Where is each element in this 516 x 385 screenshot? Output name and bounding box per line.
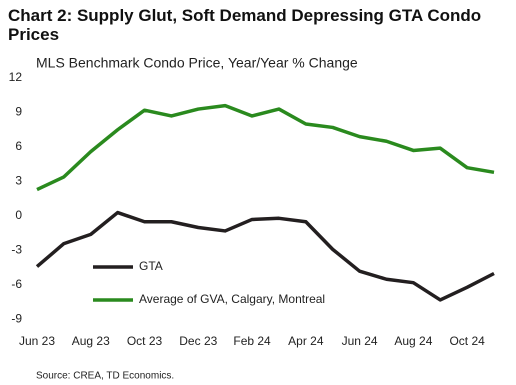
- x-tick-label: Aug 24: [394, 334, 432, 348]
- x-tick-label: Dec 23: [179, 334, 217, 348]
- x-tick-label: Oct 24: [449, 334, 485, 348]
- legend-label: Average of GVA, Calgary, Montreal: [139, 292, 325, 306]
- x-tick-label: Jun 23: [19, 334, 55, 348]
- chart-title: Chart 2: Supply Glut, Soft Demand Depres…: [8, 6, 482, 44]
- source-note: Source: CREA, TD Economics.: [36, 371, 174, 382]
- y-tick-label: -6: [11, 277, 22, 291]
- series-line: [36, 103, 495, 192]
- y-tick-label: -3: [11, 243, 22, 257]
- legend-label: GTA: [139, 259, 163, 273]
- chart-subtitle: MLS Benchmark Condo Price, Year/Year % C…: [36, 55, 358, 71]
- x-tick-label: Apr 24: [288, 334, 324, 348]
- y-tick-label: 12: [9, 70, 23, 84]
- x-tick-label: Feb 24: [233, 334, 271, 348]
- series-line: [35, 210, 495, 302]
- x-tick-label: Oct 23: [127, 334, 163, 348]
- y-tick-label: -9: [11, 312, 22, 326]
- y-tick-label: 3: [15, 174, 22, 188]
- x-tick-label: Aug 23: [72, 334, 110, 348]
- y-tick-label: 0: [15, 208, 22, 222]
- y-tick-label: 9: [15, 105, 22, 119]
- y-tick-label: 6: [15, 139, 22, 153]
- x-tick-label: Jun 24: [342, 334, 378, 348]
